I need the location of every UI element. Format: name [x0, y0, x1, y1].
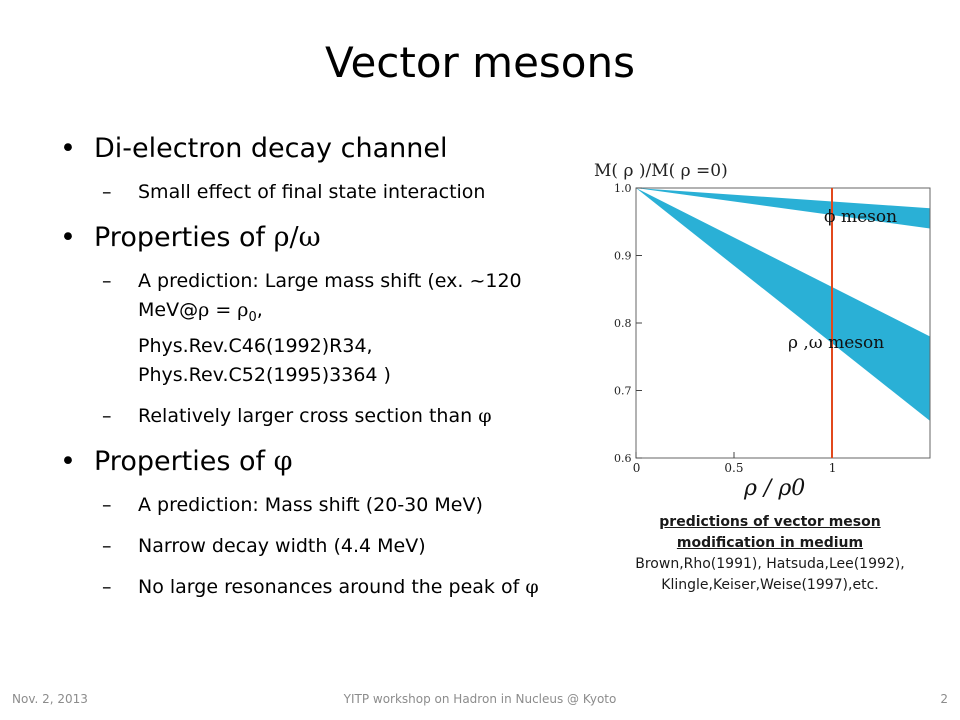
greek-symbol: φ — [478, 404, 492, 427]
chart-title: M( ρ )/M( ρ =0) — [594, 161, 728, 181]
sub-bullet-text: A prediction: Large mass shift (ex. ~120… — [138, 270, 522, 321]
bullet-dot: • — [60, 445, 76, 477]
sub-bullet: – A prediction: Mass shift (20-30 MeV) — [60, 491, 590, 520]
dash: – — [102, 404, 112, 427]
mass-shift-chart: M( ρ )/M( ρ =0) 1.0 0.9 0.8 0.7 0.6 0 0.5 1 ϕ mes… — [584, 150, 944, 510]
bullet-list: • Di-electron decay channel – Small effe… — [60, 132, 590, 616]
sub-bullet: – Small effect of final state interactio… — [60, 178, 590, 207]
sub-bullet-text: Relatively larger cross section than — [138, 404, 473, 427]
sub-bullet: – Narrow decay width (4.4 MeV) — [60, 532, 590, 561]
dash: – — [102, 181, 112, 203]
dash: – — [102, 534, 112, 557]
caption-refs: Brown,Rho(1991), Hatsuda,Lee(1992), — [635, 556, 905, 572]
series-label-rho-omega: ρ ,ω meson — [788, 333, 884, 353]
bullet-rho-omega: • Properties of ρ/ω — [60, 221, 590, 255]
sub-bullet: – A prediction: Large mass shift (ex. ~1… — [60, 267, 590, 390]
bullet-label: Properties of — [94, 445, 266, 477]
bullet-dot: • — [60, 222, 76, 253]
sub-bullet-text: No large resonances around the peak of — [138, 575, 520, 598]
bullet-dot: • — [60, 133, 76, 164]
sub-bullet-text: = — [215, 299, 238, 321]
bullet-di-electron: • Di-electron decay channel — [60, 132, 590, 166]
y-tick-label: 1.0 — [614, 182, 632, 195]
footer-event: YITP workshop on Hadron in Nucleus @ Kyo… — [343, 692, 617, 706]
bullet-phi: • Properties of φ — [60, 445, 590, 479]
bullet-label: Di-electron decay channel — [94, 133, 448, 164]
reference: Phys.Rev.C46(1992)R34, — [138, 334, 373, 357]
dash: – — [102, 493, 112, 516]
greek-symbol: φ — [273, 445, 293, 477]
reference: Phys.Rev.C52(1995)3364 ) — [138, 363, 391, 386]
bullet-label: Properties of — [94, 222, 266, 253]
chart-svg: M( ρ )/M( ρ =0)1.0 0.9 0.8 0.7 0.60 0.5 1 ϕ mes… — [594, 161, 931, 501]
greek-symbol: ρ — [237, 299, 249, 321]
figure-caption: predictions of vector meson modification… — [600, 512, 940, 596]
sub-bullet-text: Narrow decay width (4.4 MeV) — [138, 534, 426, 557]
dash: – — [102, 575, 112, 598]
subscript: 0 — [248, 309, 257, 325]
sub-bullet: – No large resonances around the peak of… — [60, 573, 590, 602]
footer-date: Nov. 2, 2013 — [12, 692, 88, 706]
x-tick-label: 1 — [829, 461, 837, 475]
dash: – — [102, 270, 112, 292]
y-tick-label: 0.9 — [614, 250, 632, 263]
series-band-1 — [636, 188, 930, 421]
footer-page-number: 2 — [940, 692, 948, 706]
greek-symbol: φ — [525, 575, 539, 598]
slide-title: Vector mesons — [324, 38, 636, 87]
series-band-0 — [636, 188, 930, 229]
x-tick-label: 0.5 — [724, 461, 743, 475]
x-axis-label: ρ / ρ0 — [743, 476, 805, 501]
y-tick-label: 0.7 — [614, 385, 632, 398]
sub-bullet-text: , — [256, 299, 263, 321]
caption-heading: predictions of vector meson — [659, 514, 881, 530]
caption-refs: Klingle,Keiser,Weise(1997),etc. — [661, 577, 879, 593]
greek-symbol: ρ — [198, 299, 210, 321]
greek-symbol: ρ/ω — [273, 222, 321, 253]
sub-bullet: – Relatively larger cross section than φ — [60, 402, 590, 431]
y-tick-label: 0.8 — [614, 317, 632, 330]
y-tick-label: 0.6 — [614, 452, 632, 465]
sub-bullet-text: Small effect of final state interaction — [138, 181, 486, 203]
series-label-phi: ϕ meson — [824, 207, 897, 227]
sub-bullet-text: A prediction: Mass shift (20-30 MeV) — [138, 493, 483, 516]
x-tick-label: 0 — [633, 461, 641, 475]
caption-heading: modification in medium — [676, 535, 864, 551]
